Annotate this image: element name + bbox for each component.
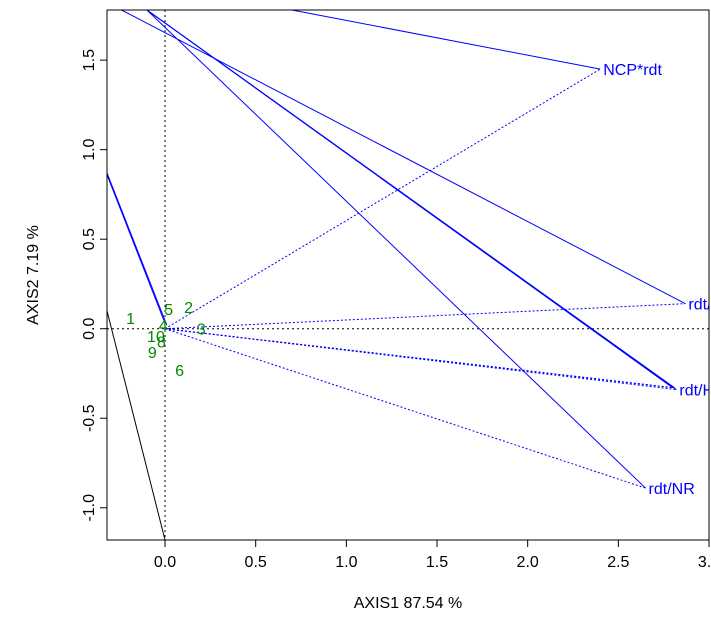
observation-label-5: 5 — [164, 302, 173, 319]
x-tick-label-0: 0.0 — [154, 554, 176, 571]
y-tick-label-5: 1.5 — [81, 49, 98, 71]
projection-line-0 — [146, 10, 646, 489]
x-tick-label-4: 2.0 — [517, 554, 539, 571]
variable-vector-0 — [164, 68, 601, 330]
observation-label-8: 8 — [157, 334, 166, 351]
y-tick-label-3: 0.5 — [81, 228, 98, 250]
y-tick-label-2: 0.0 — [81, 317, 98, 339]
reference-line-oblique — [107, 310, 166, 540]
x-axis-title: AXIS1 87.54 % — [354, 595, 463, 612]
x-tick-label-1: 0.5 — [245, 554, 267, 571]
observation-label-2: 2 — [184, 300, 193, 317]
projection-line-4 — [121, 10, 686, 305]
projection-line-left-a — [107, 174, 166, 324]
x-tick-label-6: 3.0 — [698, 554, 711, 571]
x-tick-label-5: 2.5 — [607, 554, 629, 571]
projection-line-3 — [146, 10, 677, 391]
variable-vector-4 — [164, 328, 677, 391]
y-tick-label-0: -1.0 — [81, 494, 98, 522]
observation-label-1: 1 — [126, 311, 135, 328]
projection-line-5 — [291, 10, 601, 70]
variable-label-1: rdt/FL — [688, 297, 711, 314]
x-axis: 0.0 0.5 1.0 1.5 2.0 2.5 3.0 — [154, 539, 711, 571]
observation-label-9: 9 — [148, 345, 157, 362]
observation-label-6: 6 — [175, 363, 184, 380]
variable-label-2: rdt/HPC — [679, 383, 711, 400]
projection-line-left-b — [107, 172, 168, 326]
variable-vector-5 — [164, 328, 646, 489]
x-tick-label-3: 1.5 — [426, 554, 448, 571]
y-tick-label-1: -0.5 — [81, 404, 98, 432]
x-tick-label-2: 1.0 — [335, 554, 357, 571]
variable-label-3: rdt/NR — [649, 481, 695, 498]
y-tick-label-4: 1.0 — [81, 138, 98, 160]
variable-label-0: NCP*rdt — [603, 62, 662, 79]
y-axis-title: AXIS2 7.19 % — [25, 225, 42, 325]
observation-label-3: 3 — [197, 322, 206, 339]
observation-label-4: 4 — [159, 318, 168, 335]
observation-label-10: 10 — [147, 329, 165, 346]
variable-vector-1 — [165, 303, 686, 330]
y-axis: -1.0 -0.5 0.0 0.5 1.0 1.5 — [81, 49, 108, 522]
